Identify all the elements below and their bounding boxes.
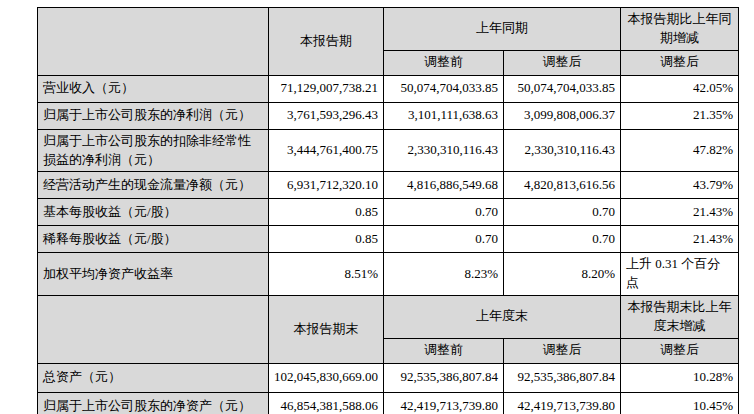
cell-after: 0.70: [504, 199, 621, 226]
cell-before: 0.70: [384, 226, 504, 253]
cell-change: 43.79%: [621, 172, 739, 199]
subheader-change-after-adjustment: 调整后: [621, 50, 739, 75]
cell-current: 0.85: [269, 226, 384, 253]
section2-header-row-1: 本报告期末 上年度末 本报告期末比上年度末增减: [38, 296, 739, 339]
cell-change: 21.43%: [621, 199, 739, 226]
cell-before: 4,816,886,549.68: [384, 172, 504, 199]
cell-change: 10.45%: [621, 392, 739, 414]
table-row-basic-eps: 基本每股收益（元/股） 0.85 0.70 0.70 21.43%: [38, 199, 739, 226]
row-label: 归属于上市公司股东的扣除非经常性损益的净利润（元）: [38, 129, 269, 172]
table-row-weighted-avg-roe: 加权平均净资产收益率 8.51% 8.23% 8.20% 上升 0.31 个百分…: [38, 253, 739, 296]
table-row-net-assets: 归属于上市公司股东的净资产（元） 46,854,381,588.06 42,41…: [38, 392, 739, 414]
cell-after: 4,820,813,616.56: [504, 172, 621, 199]
row-label: 归属于上市公司股东的净利润（元）: [38, 102, 269, 129]
subheader-after-adjustment-2: 调整后: [504, 338, 621, 363]
row-label: 营业收入（元）: [38, 75, 269, 102]
row-label: 加权平均净资产收益率: [38, 253, 269, 296]
cell-before: 8.23%: [384, 253, 504, 296]
cell-current: 8.51%: [269, 253, 384, 296]
subheader-before-adjustment: 调整前: [384, 50, 504, 75]
cell-current: 0.85: [269, 199, 384, 226]
cell-current: 71,129,007,738.21: [269, 75, 384, 102]
cell-after: 2,330,310,116.43: [504, 129, 621, 172]
col-header-current-period: 本报告期: [269, 8, 384, 76]
col-header-change-group: 本报告期比上年同期增减: [621, 8, 739, 51]
cell-before: 50,074,704,033.85: [384, 75, 504, 102]
cell-after: 42,419,713,739.80: [504, 392, 621, 414]
table-row-operating-cash-flow: 经营活动产生的现金流量净额（元） 6,931,712,320.10 4,816,…: [38, 172, 739, 199]
cell-change: 10.28%: [621, 363, 739, 392]
table-row-diluted-eps: 稀释每股收益（元/股） 0.85 0.70 0.70 21.43%: [38, 226, 739, 253]
col-header-prior-year-end-group: 上年度末: [384, 296, 621, 339]
table-row-net-profit-excl-nonrecurring: 归属于上市公司股东的扣除非经常性损益的净利润（元） 3,444,761,400.…: [38, 129, 739, 172]
cell-change: 上升 0.31 个百分点: [621, 253, 739, 296]
table-row-net-profit: 归属于上市公司股东的净利润（元） 3,761,593,296.43 3,101,…: [38, 102, 739, 129]
cell-before: 2,330,310,116.43: [384, 129, 504, 172]
cell-change: 21.43%: [621, 226, 739, 253]
key-financials-table: 本报告期 上年同期 本报告期比上年同期增减 调整前 调整后 调整后 营业收入（元…: [37, 7, 739, 414]
cell-before: 92,535,386,807.84: [384, 363, 504, 392]
col-header-period-end: 本报告期末: [269, 296, 384, 364]
corner-cell: [38, 8, 269, 76]
row-label: 基本每股收益（元/股）: [38, 199, 269, 226]
subheader-change-after-adjustment-2: 调整后: [621, 338, 739, 363]
cell-current: 46,854,381,588.06: [269, 392, 384, 414]
cell-current: 102,045,830,669.00: [269, 363, 384, 392]
section1-header-row-1: 本报告期 上年同期 本报告期比上年同期增减: [38, 8, 739, 51]
subheader-before-adjustment-2: 调整前: [384, 338, 504, 363]
table-row-revenue: 营业收入（元） 71,129,007,738.21 50,074,704,033…: [38, 75, 739, 102]
subheader-after-adjustment: 调整后: [504, 50, 621, 75]
cell-before: 0.70: [384, 199, 504, 226]
row-label: 稀释每股收益（元/股）: [38, 226, 269, 253]
row-label: 总资产（元）: [38, 363, 269, 392]
table-row-total-assets: 总资产（元） 102,045,830,669.00 92,535,386,807…: [38, 363, 739, 392]
cell-after: 92,535,386,807.84: [504, 363, 621, 392]
cell-after: 50,074,704,033.85: [504, 75, 621, 102]
col-header-prior-period-group: 上年同期: [384, 8, 621, 51]
row-label: 经营活动产生的现金流量净额（元）: [38, 172, 269, 199]
cell-after: 3,099,808,006.37: [504, 102, 621, 129]
cell-current: 6,931,712,320.10: [269, 172, 384, 199]
cell-change: 21.35%: [621, 102, 739, 129]
corner-cell-2: [38, 296, 269, 364]
cell-before: 42,419,713,739.80: [384, 392, 504, 414]
cell-change: 47.82%: [621, 129, 739, 172]
cell-current: 3,444,761,400.75: [269, 129, 384, 172]
cell-change: 42.05%: [621, 75, 739, 102]
cell-before: 3,101,111,638.63: [384, 102, 504, 129]
cell-current: 3,761,593,296.43: [269, 102, 384, 129]
col-header-period-end-change-group: 本报告期末比上年度末增减: [621, 296, 739, 339]
row-label: 归属于上市公司股东的净资产（元）: [38, 392, 269, 414]
cell-after: 8.20%: [504, 253, 621, 296]
cell-after: 0.70: [504, 226, 621, 253]
